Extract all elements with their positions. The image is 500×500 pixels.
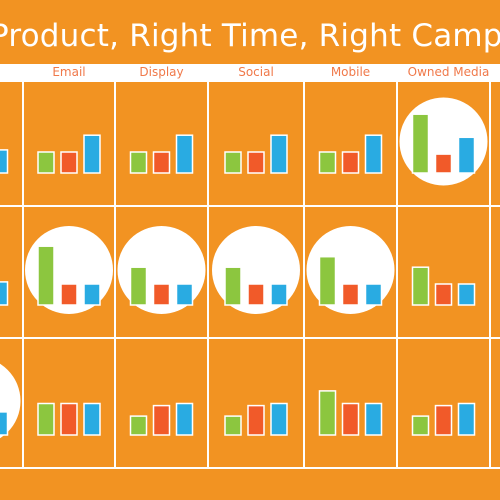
row-2-display-bar-1 xyxy=(152,404,171,436)
row-0-mobile-bar-0 xyxy=(318,151,337,174)
row-2-social-bar-2 xyxy=(270,402,288,436)
row-2-owned-media-bar-0 xyxy=(411,415,430,436)
row-2-display-bar-2 xyxy=(175,402,194,436)
column-label-social: Social xyxy=(238,65,274,79)
row-2-mobile-bar-1 xyxy=(341,402,360,436)
row-2-owned-media-bar-2 xyxy=(457,402,476,436)
row-0-owned-media-bar-0 xyxy=(411,113,430,174)
row-2-mobile-bar-2 xyxy=(364,402,383,436)
row-2-social-bar-1 xyxy=(247,404,265,436)
row-1-left-edge-bar-2 xyxy=(0,281,9,306)
row-1-email-bar-2 xyxy=(83,283,101,306)
row-2-email-bar-0 xyxy=(37,402,55,436)
row-0-social-bar-2 xyxy=(270,134,288,174)
row-1-social-bar-1 xyxy=(247,283,265,306)
row-0-social-bar-1 xyxy=(247,151,265,174)
row-2-display-bar-0 xyxy=(129,415,148,436)
row-0-mobile-bar-1 xyxy=(341,151,360,174)
row-2-left-edge-bar-2 xyxy=(0,411,9,436)
row-1-mobile-bar-1 xyxy=(341,283,360,306)
row-1-owned-media-bar-0 xyxy=(411,266,430,306)
row-0-owned-media-bar-1 xyxy=(434,153,453,174)
row-2-owned-media-bar-1 xyxy=(434,404,453,436)
row-0-owned-media-bar-2 xyxy=(457,136,476,174)
row-2-email-bar-2 xyxy=(83,402,101,436)
row-0-display-bar-0 xyxy=(129,151,148,174)
column-header-bar xyxy=(0,64,500,81)
row-1-display-bar-0 xyxy=(129,266,148,306)
row-0-left-edge-bar-2 xyxy=(0,149,9,174)
row-2-email-bar-1 xyxy=(60,402,78,436)
row-0-email-bar-1 xyxy=(60,151,78,174)
row-1-display-bar-1 xyxy=(152,283,171,306)
row-1-email-bar-1 xyxy=(60,283,78,306)
row-1-owned-media-bar-2 xyxy=(457,283,476,306)
row-0-email-bar-2 xyxy=(83,134,101,174)
column-label-mobile: Mobile xyxy=(330,65,371,79)
column-label-email: Email xyxy=(52,65,86,79)
row-2-social-bar-0 xyxy=(224,415,242,436)
row-0-display-bar-1 xyxy=(152,151,171,174)
row-0-display-bar-2 xyxy=(175,134,194,174)
row-0-social-bar-0 xyxy=(224,151,242,174)
row-2-mobile-bar-0 xyxy=(318,390,337,436)
row-1-social-bar-2 xyxy=(270,283,288,306)
row-1-email-bar-0 xyxy=(37,245,55,306)
row-1-social-bar-0 xyxy=(224,266,242,306)
row-1-owned-media-bar-1 xyxy=(434,283,453,306)
column-label-owned-media: Owned Media xyxy=(407,65,490,79)
chart-title: Product, Right Time, Right Campa xyxy=(0,18,500,54)
row-0-email-bar-0 xyxy=(37,151,55,174)
row-1-mobile-bar-0 xyxy=(318,255,337,306)
row-1-display-bar-2 xyxy=(175,283,194,306)
column-label-display: Display xyxy=(139,65,184,79)
row-0-mobile-bar-2 xyxy=(364,134,383,174)
row-1-mobile-bar-2 xyxy=(364,283,383,306)
